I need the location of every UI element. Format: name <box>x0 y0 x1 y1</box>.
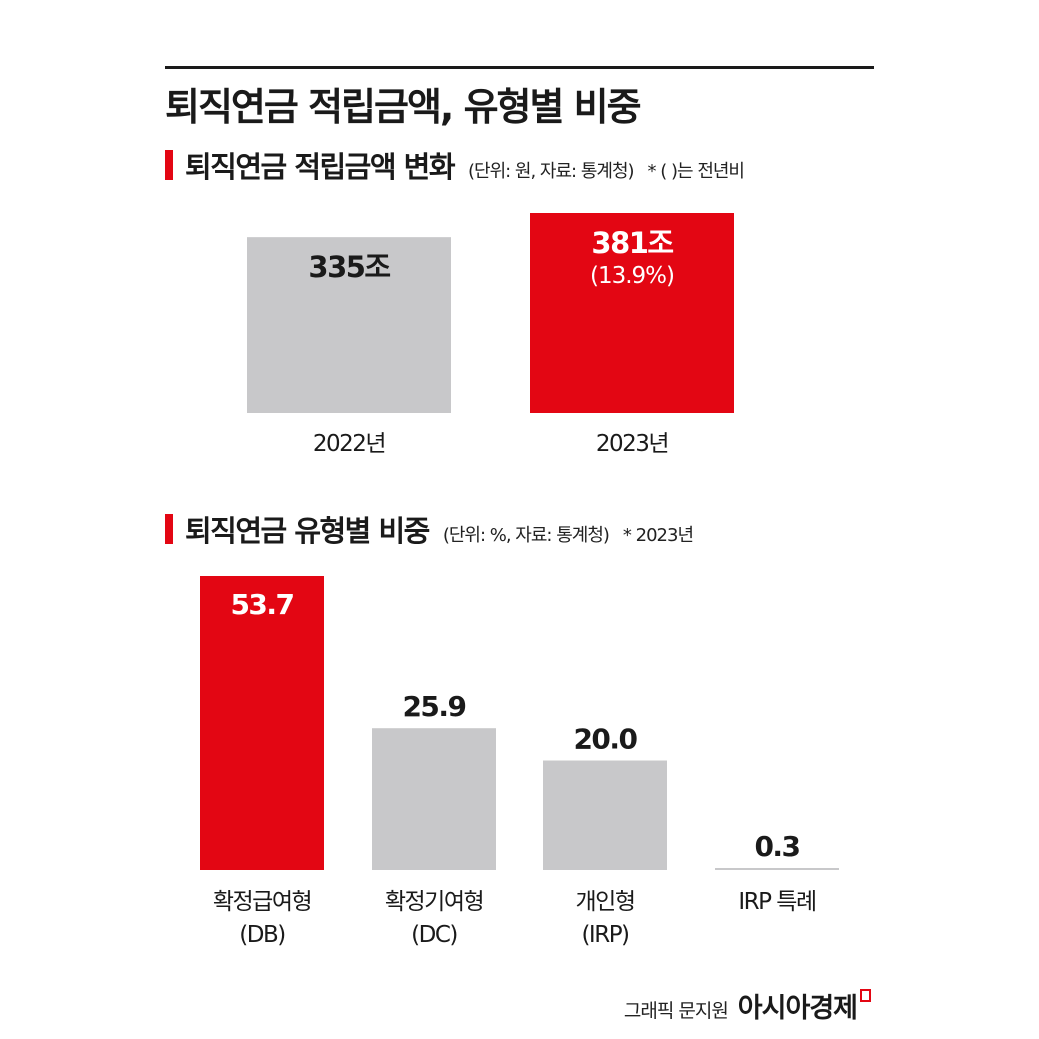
category-label: (IRP) <box>581 922 628 948</box>
category-label: IRP 특례 <box>738 889 815 915</box>
category-label: 2023년 <box>596 431 668 457</box>
bar-2 <box>530 213 734 413</box>
category-label: (DB) <box>239 922 284 948</box>
section-header-type: 퇴직연금 유형별 비중 (단위: %, 자료: 통계청) * 2023년 <box>165 508 694 550</box>
category-label: 확정기여형 <box>385 889 483 915</box>
bar-value-label: 25.9 <box>402 690 465 723</box>
bar-value-label: 20.0 <box>573 723 637 756</box>
bar-value-label: 0.3 <box>754 830 799 863</box>
section-header-amount: 퇴직연금 적립금액 변화 (단위: 원, 자료: 통계청) * ( )는 전년비 <box>165 144 745 186</box>
bar-1 <box>247 237 451 413</box>
bar-4 <box>715 868 839 870</box>
section-title: 퇴직연금 유형별 비중 <box>185 514 430 548</box>
bar-1 <box>200 576 324 870</box>
section-marker <box>165 514 173 544</box>
bar-2 <box>372 728 496 870</box>
category-label: (DC) <box>411 922 457 948</box>
brand-mark-icon <box>860 989 871 1002</box>
section-title: 퇴직연금 적립금액 변화 <box>185 150 456 184</box>
section-footnote: * ( )는 전년비 <box>647 161 745 182</box>
brand-logo: 아시아경제 <box>737 993 858 1024</box>
section-footnote: * 2023년 <box>622 525 694 546</box>
category-label: 개인형 <box>576 889 635 915</box>
section-unit-note: (단위: %, 자료: 통계청) <box>442 525 610 546</box>
graphic-credit: 그래픽 문지원 <box>623 1000 729 1022</box>
category-label: 확정급여형 <box>213 889 311 915</box>
section-marker <box>165 150 173 180</box>
section-unit-note: (단위: 원, 자료: 통계청) <box>468 161 635 182</box>
bar-3 <box>543 760 667 870</box>
category-label: 2022년 <box>313 431 385 457</box>
page-title: 퇴직연금 적립금액, 유형별 비중 <box>165 85 642 129</box>
bar-value-label: 53.7 <box>230 588 293 621</box>
title-rule <box>165 66 874 69</box>
footer: 그래픽 문지원 아시아경제 <box>624 986 871 1025</box>
bar-change-label: (13.9%) <box>590 263 674 289</box>
bar-value-label: 381조 <box>591 226 673 260</box>
bar-value-label: 335조 <box>308 250 390 284</box>
